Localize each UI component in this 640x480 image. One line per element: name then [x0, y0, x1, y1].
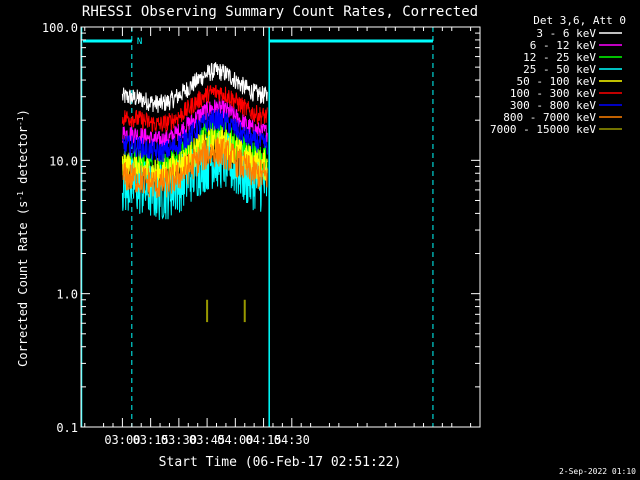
legend-label: 6 - 12 keV: [530, 39, 597, 52]
x-tick-label: 03:45: [189, 433, 225, 447]
legend-header: Det 3,6, Att 0: [533, 14, 626, 27]
x-tick-label: 03:15: [133, 433, 169, 447]
legend-label: 100 - 300 keV: [510, 87, 596, 100]
x-tick-label: 04:00: [217, 433, 253, 447]
legend-label: 300 - 800 keV: [510, 99, 596, 112]
x-tick-label: 04:15: [245, 433, 281, 447]
footer-date: 2-Sep-2022 01:10: [559, 467, 636, 476]
legend-label: 7000 - 15000 keV: [490, 123, 596, 136]
y-axis-label: Corrected Count Rate (s-1 detector-1): [16, 109, 30, 367]
legend-label: 50 - 100 keV: [517, 75, 597, 88]
series-line: [121, 62, 268, 113]
y-axis: 0.1 1.0 10.0 100.0: [42, 21, 480, 435]
legend-label: 3 - 6 keV: [536, 27, 596, 40]
chart-title: RHESSI Observing Summary Count Rates, Co…: [82, 4, 478, 20]
legend-label: 12 - 25 keV: [523, 51, 596, 64]
legend-label: 25 - 50 keV: [523, 63, 596, 76]
axes-frame: [80, 26, 481, 428]
y-tick-label: 0.1: [56, 421, 78, 435]
x-tick-label: 04:30: [274, 433, 310, 447]
night-marker-label: N: [137, 37, 142, 47]
x-tick-label: 03:30: [161, 433, 197, 447]
series-line: [121, 126, 268, 190]
legend-label: 800 - 7000 keV: [503, 111, 596, 124]
x-axis-label: Start Time (06-Feb-17 02:51:22): [159, 455, 402, 470]
x-tick-label: 03:00: [104, 433, 140, 447]
y-tick-label: 10.0: [49, 154, 78, 168]
plot-area: N: [80, 27, 434, 427]
series-line: [121, 84, 268, 133]
series-line: [122, 108, 268, 163]
series-line: [121, 136, 268, 199]
y-tick-label: 100.0: [42, 21, 78, 35]
y-tick-label: 1.0: [56, 288, 78, 302]
